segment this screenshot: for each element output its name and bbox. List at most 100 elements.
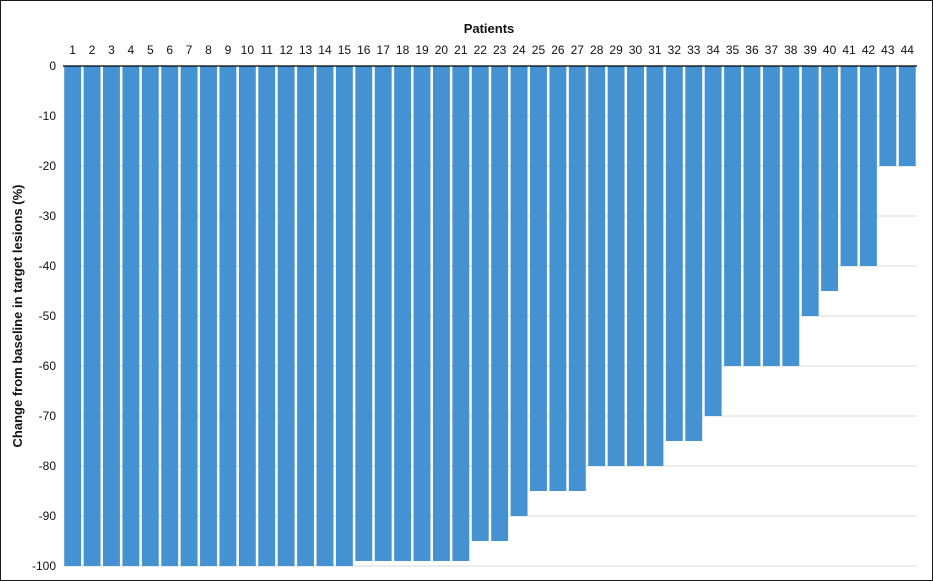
x-tick-label: 12 (279, 43, 293, 57)
x-tick-label: 10 (241, 43, 255, 57)
bar-patient-44 (898, 66, 916, 166)
bar-patient-5 (141, 66, 159, 566)
x-tick-label: 9 (225, 43, 232, 57)
x-tick-label: 40 (823, 43, 837, 57)
bar-patient-7 (180, 66, 198, 566)
y-tick-label: -80 (39, 459, 57, 473)
bar-patient-32 (665, 66, 683, 441)
bar-patient-29 (607, 66, 625, 466)
y-tick-label: -40 (39, 259, 57, 273)
x-tick-label: 14 (318, 43, 332, 57)
bar-patient-42 (859, 66, 877, 266)
x-tick-label: 7 (186, 43, 193, 57)
x-tick-label: 44 (901, 43, 915, 57)
x-tick-label: 37 (765, 43, 779, 57)
x-tick-label: 43 (881, 43, 895, 57)
x-tick-label: 13 (299, 43, 313, 57)
bars (64, 66, 916, 566)
x-tick-label: 21 (454, 43, 468, 57)
bar-patient-22 (471, 66, 489, 541)
y-tick-label: -60 (39, 359, 57, 373)
bar-patient-43 (879, 66, 897, 166)
y-tick-label: -50 (39, 309, 57, 323)
x-tick-label: 8 (205, 43, 212, 57)
x-tick-label: 26 (551, 43, 565, 57)
bar-patient-4 (122, 66, 140, 566)
y-tick-label: -30 (39, 209, 57, 223)
x-tick-label: 5 (147, 43, 154, 57)
y-axis-title: Change from baseline in target lesions (… (10, 185, 25, 448)
bar-patient-9 (219, 66, 237, 566)
bar-patient-40 (821, 66, 839, 291)
x-tick-label: 6 (166, 43, 173, 57)
bar-patient-15 (335, 66, 353, 566)
x-tick-label: 22 (474, 43, 488, 57)
bar-patient-38 (782, 66, 800, 366)
x-tick-label: 15 (338, 43, 352, 57)
x-tick-label: 34 (706, 43, 720, 57)
x-tick-label: 2 (89, 43, 96, 57)
x-tick-label: 33 (687, 43, 701, 57)
bar-patient-13 (297, 66, 315, 566)
x-tick-label: 31 (648, 43, 662, 57)
bar-patient-14 (316, 66, 334, 566)
y-tick-label: -20 (39, 159, 57, 173)
x-tick-label: 25 (532, 43, 546, 57)
bar-patient-2 (83, 66, 101, 566)
x-tick-label: 4 (128, 43, 135, 57)
bar-patient-25 (530, 66, 547, 491)
x-tick-label: 3 (108, 43, 115, 57)
bar-patient-1 (64, 66, 82, 566)
bar-patient-3 (103, 66, 120, 566)
x-tick-label: 42 (862, 43, 876, 57)
bar-patient-12 (277, 66, 295, 566)
bar-patient-36 (743, 66, 761, 366)
bar-patient-31 (646, 66, 664, 466)
bar-patient-33 (685, 66, 703, 441)
bar-patient-17 (374, 66, 392, 561)
bar-patient-30 (627, 66, 644, 466)
y-tick-label: -10 (39, 109, 57, 123)
x-tick-label: 39 (804, 43, 818, 57)
x-tick-label: 35 (726, 43, 740, 57)
x-tick-label: 16 (357, 43, 371, 57)
bar-patient-19 (413, 66, 431, 561)
y-tick-label: -90 (39, 509, 57, 523)
x-tick-label: 27 (571, 43, 585, 57)
x-tick-label: 18 (396, 43, 410, 57)
bar-patient-16 (355, 66, 373, 561)
bar-patient-39 (801, 66, 819, 316)
bar-patient-35 (724, 66, 742, 366)
x-tick-label: 24 (512, 43, 526, 57)
x-tick-label: 30 (629, 43, 643, 57)
x-tick-label: 29 (609, 43, 623, 57)
bar-patient-24 (510, 66, 528, 516)
bar-patient-37 (762, 66, 780, 366)
bar-patient-6 (161, 66, 179, 566)
x-tick-label: 28 (590, 43, 604, 57)
bar-patient-10 (238, 66, 256, 566)
bar-patient-41 (840, 66, 858, 266)
x-tick-label: 11 (261, 43, 274, 57)
x-tick-label: 41 (842, 43, 856, 57)
x-tick-label: 36 (745, 43, 759, 57)
x-axis-title: Patients (464, 21, 515, 36)
bar-patient-28 (588, 66, 606, 466)
x-tick-label: 17 (377, 43, 391, 57)
x-tick-label: 20 (435, 43, 449, 57)
x-tick-label: 19 (415, 43, 429, 57)
bar-patient-11 (258, 66, 276, 566)
y-tick-label: -70 (39, 409, 57, 423)
x-tick-label: 1 (69, 43, 76, 57)
bar-patient-34 (704, 66, 722, 416)
y-tick-label: 0 (49, 59, 56, 73)
y-tick-label: -100 (32, 559, 56, 573)
bar-patient-27 (568, 66, 586, 491)
x-tick-label: 38 (784, 43, 798, 57)
bar-patient-8 (200, 66, 217, 566)
x-tick-label: 23 (493, 43, 507, 57)
bar-patient-21 (452, 66, 470, 561)
bar-patient-23 (491, 66, 509, 541)
